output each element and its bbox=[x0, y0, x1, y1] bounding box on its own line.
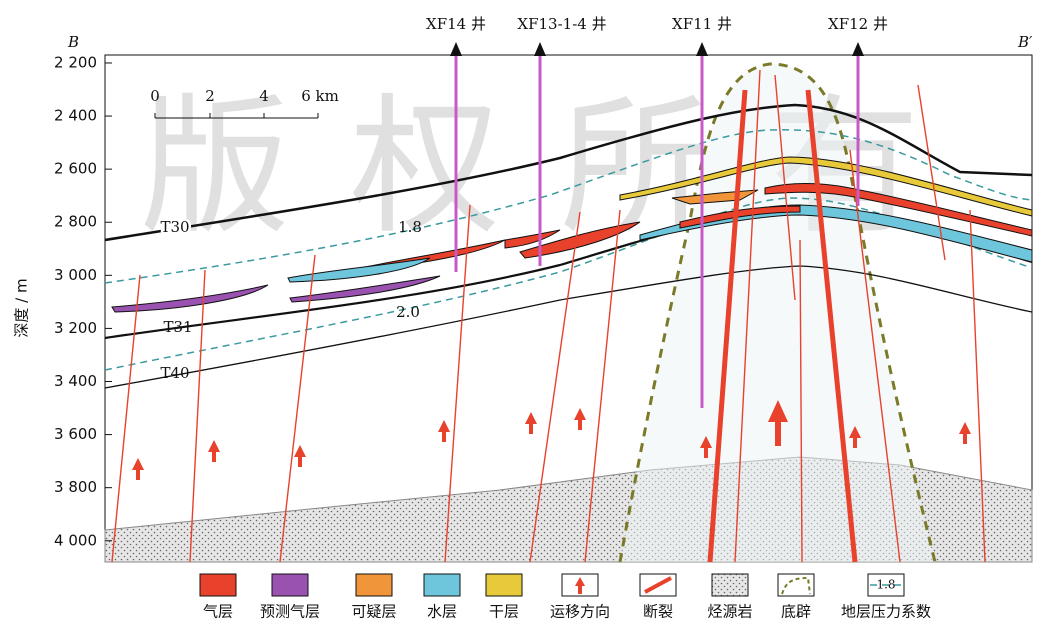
y-tick-label: 3 400 bbox=[54, 372, 97, 390]
pressure-label: 1.8 bbox=[398, 218, 422, 236]
legend-label: 气层 bbox=[203, 603, 233, 621]
legend-label: 地层压力系数 bbox=[841, 603, 931, 621]
diagram: 版权所有 B B′ XF14 井 XF13-1-4 井 XF11 井 XF12 … bbox=[0, 0, 1050, 626]
legend-label: 水层 bbox=[427, 603, 457, 621]
depth-axis: 2 200 2 400 2 600 2 800 3 000 3 200 3 400 3 600… bbox=[54, 53, 112, 549]
legend bbox=[200, 574, 904, 596]
scale-label: 2 bbox=[205, 87, 215, 105]
y-tick-label: 2 400 bbox=[54, 107, 97, 125]
y-tick-label: 2 600 bbox=[54, 160, 97, 178]
well-label: XF11 井 bbox=[672, 15, 732, 33]
horizon-label: T31 bbox=[163, 318, 192, 336]
y-tick-label: 3 800 bbox=[54, 478, 97, 496]
scale-label: 0 bbox=[150, 87, 160, 105]
legend-label: 可疑层 bbox=[351, 603, 396, 621]
well-label: XF14 井 bbox=[426, 15, 486, 33]
section-end: B bbox=[67, 33, 79, 51]
well-label: XF12 井 bbox=[828, 15, 888, 33]
horizon bbox=[105, 266, 1032, 388]
horizon-label: T40 bbox=[160, 364, 189, 382]
y-tick-label: 3 200 bbox=[54, 319, 97, 337]
legend-label: 干层 bbox=[489, 603, 519, 621]
legend-label: 断裂 bbox=[643, 603, 673, 621]
predicted-gas-layer bbox=[112, 285, 268, 312]
well-label: XF13-1-4 井 bbox=[517, 15, 606, 33]
y-tick-label: 3 000 bbox=[54, 266, 97, 284]
pressure-label: 2.0 bbox=[396, 303, 420, 321]
legend-label: 烃源岩 bbox=[707, 603, 752, 621]
y-tick-label: 2 800 bbox=[54, 213, 97, 231]
legend-label: 底辟 bbox=[781, 603, 811, 621]
scale-label: 6 km bbox=[301, 87, 339, 105]
legend-label: 运移方向 bbox=[550, 603, 610, 621]
y-tick-label: 2 200 bbox=[54, 53, 97, 71]
water-layer bbox=[288, 258, 430, 282]
y-tick-label: 4 000 bbox=[54, 531, 97, 549]
legend-label: 预测气层 bbox=[260, 603, 320, 621]
scale-label: 4 bbox=[259, 87, 269, 105]
legend-sample: 1.8 bbox=[876, 578, 895, 592]
section-end: B′ bbox=[1017, 33, 1033, 51]
axis-label: 深度 / m bbox=[13, 278, 31, 337]
y-tick-label: 3 600 bbox=[54, 425, 97, 443]
horizon-label: T30 bbox=[160, 218, 189, 236]
